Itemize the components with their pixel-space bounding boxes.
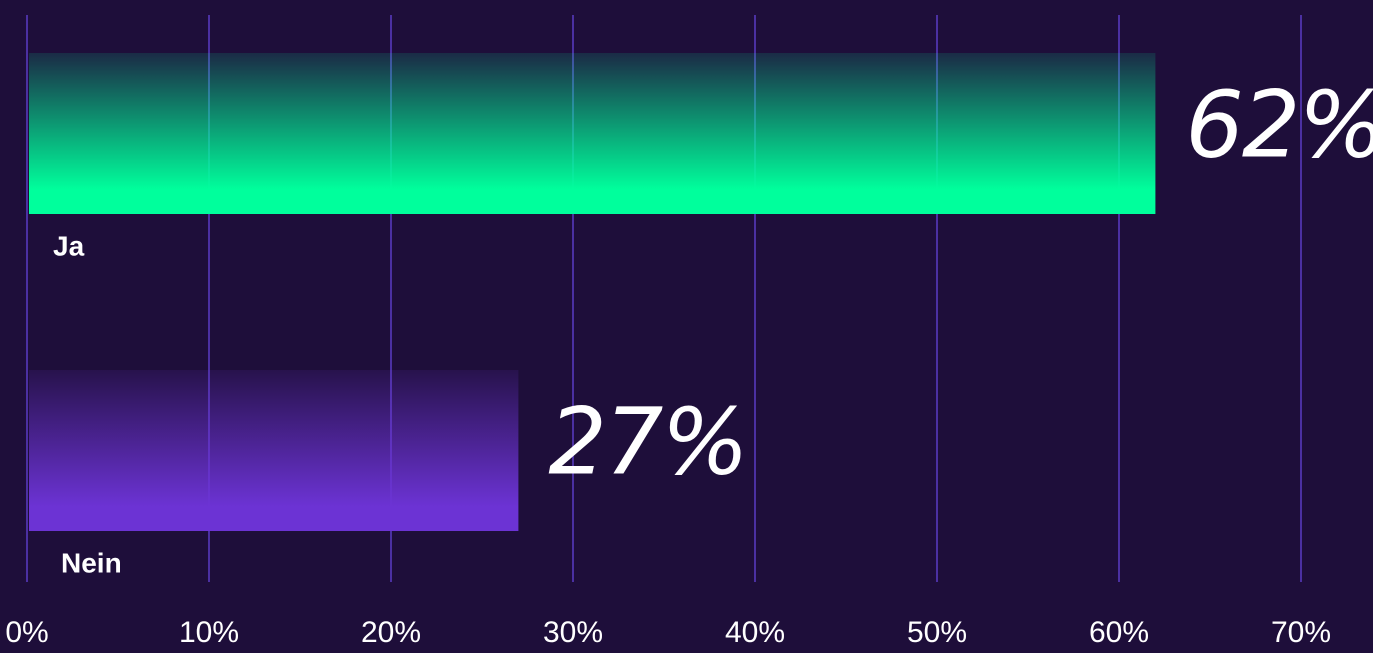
x-tick-label: 50% xyxy=(907,616,967,649)
x-tick-label: 20% xyxy=(361,616,421,649)
category-label: Nein xyxy=(61,547,122,578)
value-label: 27% xyxy=(548,388,746,495)
bar xyxy=(29,53,1156,214)
bar xyxy=(29,370,519,531)
x-tick-label: 30% xyxy=(543,616,603,649)
x-tick-label: 10% xyxy=(179,616,239,649)
x-tick-label: 70% xyxy=(1271,616,1331,649)
x-tick-label: 60% xyxy=(1089,616,1149,649)
value-label: 62% xyxy=(1185,71,1373,178)
category-label: Ja xyxy=(53,230,85,261)
x-tick-label: 0% xyxy=(5,616,48,649)
x-tick-label: 40% xyxy=(725,616,785,649)
